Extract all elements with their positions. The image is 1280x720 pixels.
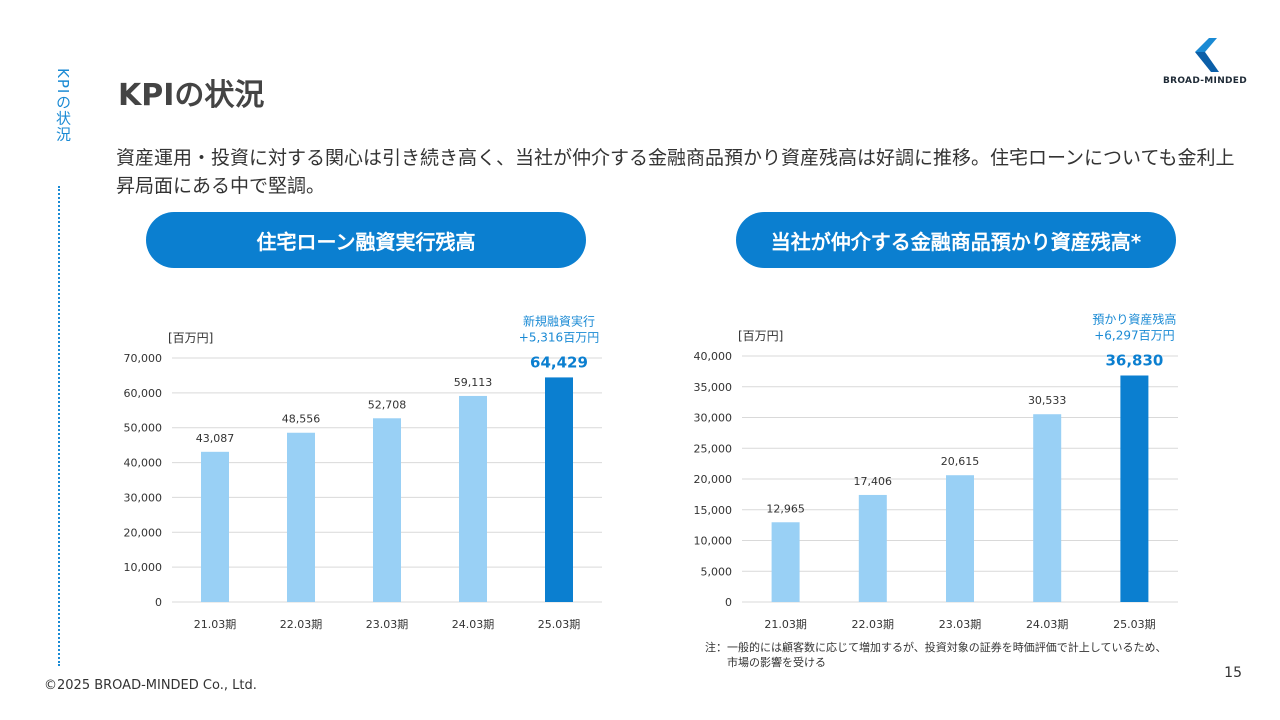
lead-text: 資産運用・投資に対する関心は引き続き高く、当社が仲介する金融商品預かり資産残高は… (116, 147, 1235, 197)
housing-loan-y-tick-label: 60,000 (124, 387, 163, 400)
assets-y-tick-label: 15,000 (694, 504, 733, 517)
page-title: KPIの状況 (118, 78, 265, 113)
housing-loan-chart-svg: [百万円] 0 10,000 20,000 30,000 40,000 50,000 60,0… (124, 313, 602, 631)
housing-loan-annotation-line-2: +5,316百万円 (519, 330, 599, 344)
assets-y-tick-label: 25,000 (694, 442, 733, 455)
assets-y-tick-label: 30,000 (694, 412, 733, 425)
housing-loan-value-label: 52,708 (368, 398, 407, 411)
company-logo: BROAD-MINDED (1160, 36, 1250, 86)
assets-bar (771, 522, 800, 602)
assets-y-tick-label: 10,000 (694, 535, 733, 548)
assets-category-label: 21.03期 (764, 618, 807, 631)
housing-loan-annotation-line-1: 新規融資実行 (523, 313, 595, 328)
footnote: 注：一般的には顧客数に応じて増加するが、投資対象の証券を時価評価で計上しているた… (705, 640, 1225, 670)
logo-wordmark: BROAD-MINDED (1162, 76, 1248, 86)
assets-bar (1033, 414, 1062, 602)
housing-loan-category-label: 24.03期 (452, 618, 495, 631)
housing-loan-y-tick-label: 40,000 (124, 457, 163, 470)
housing-loan-y-tick-label: 20,000 (124, 526, 163, 539)
housing-loan-y-tick-label: 0 (155, 596, 162, 609)
footnote-line-2: 市場の影響を受ける (727, 656, 826, 669)
copyright: ©2025 BROAD-MINDED Co., Ltd. (44, 678, 257, 693)
housing-loan-category-label: 21.03期 (194, 618, 237, 631)
housing-loan-heading: 住宅ローン融資実行残高 (146, 212, 586, 268)
housing-loan-bar (545, 377, 573, 602)
housing-loan-unit-label: [百万円] (168, 331, 213, 345)
assets-chart-svg: [百万円] 0 5,000 10,000 15,000 20,000 25,000 30,00… (694, 311, 1178, 631)
assets-y-tick-label: 0 (725, 596, 732, 609)
housing-loan-value-label: 43,087 (196, 432, 235, 445)
assets-bar (858, 494, 887, 602)
housing-loan-value-label: 59,113 (454, 376, 493, 389)
assets-annotation-line-1: 預かり資産残高 (1092, 311, 1176, 326)
page-number: 15 (1224, 665, 1242, 681)
housing-loan-y-tick-label: 70,000 (124, 352, 163, 365)
housing-loan-y-tick-label: 10,000 (124, 561, 163, 574)
housing-loan-bar (287, 432, 315, 602)
housing-loan-bar (201, 451, 229, 602)
side-dotted-divider (58, 186, 60, 666)
assets-value-label: 20,615 (941, 455, 980, 468)
assets-y-tick-label: 40,000 (694, 350, 733, 363)
housing-loan-y-tick-label: 50,000 (124, 422, 163, 435)
side-section-label: KPIの状況 (54, 68, 72, 143)
housing-loan-bar (373, 418, 401, 602)
broad-minded-logo-icon (1195, 38, 1219, 72)
assets-annotation-line-2: +6,297百万円 (1094, 328, 1174, 342)
assets-bar (946, 475, 974, 602)
housing-loan-category-label: 23.03期 (366, 618, 409, 631)
footnote-line-1: 注：一般的には顧客数に応じて増加するが、投資対象の証券を時価評価で計上しているた… (705, 641, 1167, 654)
assets-value-label: 17,406 (854, 475, 893, 488)
assets-value-label: 12,965 (766, 502, 805, 515)
assets-y-tick-label: 35,000 (694, 381, 733, 394)
assets-bar (1120, 375, 1149, 602)
housing-loan-category-label: 22.03期 (280, 618, 323, 631)
assets-category-label: 25.03期 (1113, 618, 1156, 631)
housing-loan-chart: [百万円] 0 10,000 20,000 30,000 40,000 50,000 60,0… (110, 300, 630, 640)
housing-loan-value-label: 64,429 (530, 353, 588, 371)
housing-loan-y-tick-label: 30,000 (124, 491, 163, 504)
assets-value-label: 30,533 (1028, 394, 1067, 407)
assets-y-tick-label: 5,000 (701, 565, 733, 578)
assets-under-custody-heading: 当社が仲介する金融商品預かり資産残高* (736, 212, 1176, 268)
assets-category-label: 22.03期 (852, 618, 895, 631)
housing-loan-bar (459, 395, 487, 602)
assets-category-label: 24.03期 (1026, 618, 1069, 631)
housing-loan-value-label: 48,556 (282, 413, 321, 426)
assets-y-tick-label: 20,000 (694, 473, 733, 486)
assets-chart: [百万円] 0 5,000 10,000 15,000 20,000 25,000 30,00… (690, 300, 1210, 640)
assets-category-label: 23.03期 (939, 618, 982, 631)
assets-value-label: 36,830 (1105, 351, 1163, 369)
housing-loan-category-label: 25.03期 (538, 618, 581, 631)
assets-unit-label: [百万円] (738, 329, 783, 343)
